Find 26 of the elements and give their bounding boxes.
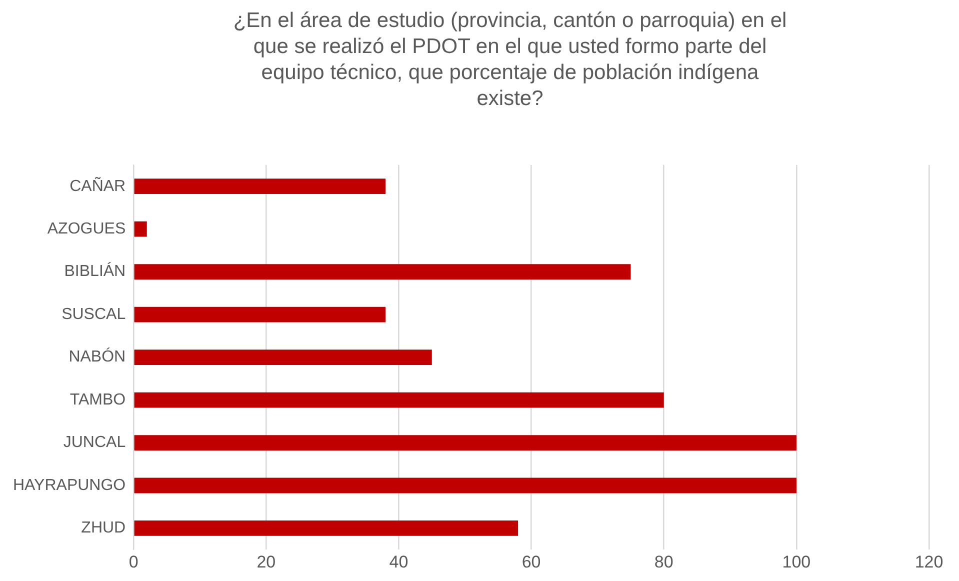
x-tick-label: 0: [128, 552, 138, 572]
x-tick-label: 80: [654, 552, 674, 572]
x-tick-label: 60: [522, 552, 541, 572]
y-tick-label: AZOGUES: [47, 220, 126, 238]
bar: [134, 178, 386, 194]
y-tick-label: TAMBO: [70, 391, 126, 408]
bar: [134, 478, 796, 494]
y-tick-label: HAYRAPUNGO: [13, 476, 126, 494]
y-tick-label: CAÑAR: [70, 176, 126, 195]
bar: [134, 392, 664, 408]
x-tick-label: 40: [389, 552, 408, 572]
y-tick-label: BIBLIÁN: [64, 262, 126, 280]
x-tick-label: 120: [914, 552, 944, 572]
x-tick-label: 20: [256, 552, 276, 572]
bar: [134, 435, 796, 450]
y-tick-label: SUSCAL: [62, 306, 126, 323]
bar: [134, 520, 518, 536]
y-tick-label: ZHUD: [81, 520, 126, 537]
chart-title: ¿En el área de estudio (provincia, cantón o parroquia) en el que se realizó el PDOT en el que usted formo parte del equipo técnico, que porcentaje de población indígena existe?: [232, 8, 788, 112]
x-tick-label: 100: [782, 552, 811, 572]
bar: [134, 350, 432, 365]
y-tick-label: NABÓN: [68, 348, 126, 366]
bar: [134, 306, 386, 322]
y-tick-label: JUNCAL: [63, 434, 126, 452]
bar: [134, 221, 147, 237]
bar: [134, 264, 631, 280]
